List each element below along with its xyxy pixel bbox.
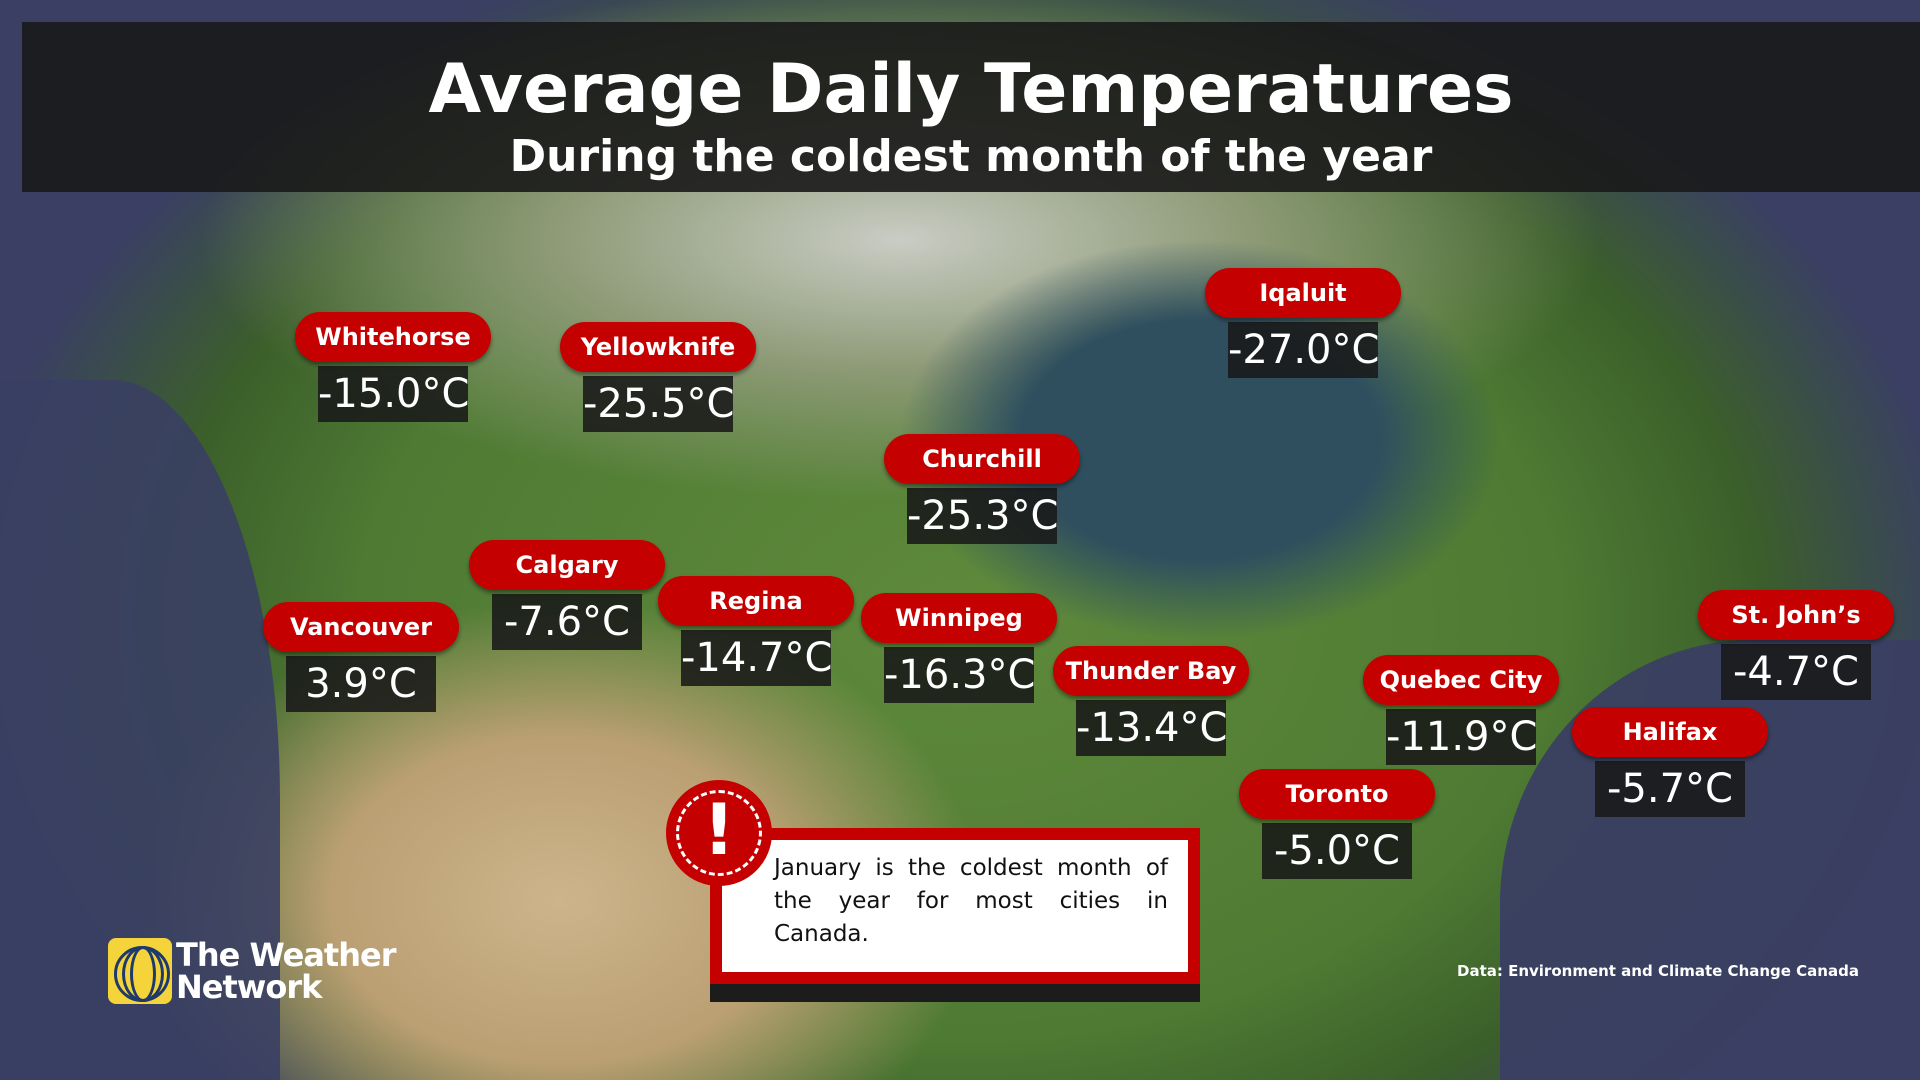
city-temperature: -4.7°C: [1721, 644, 1871, 700]
city-temperature: -11.9°C: [1386, 709, 1537, 765]
city-name: Quebec City: [1363, 655, 1559, 705]
city-label: Iqaluit -27.0°C: [1203, 268, 1403, 378]
city-temperature: -25.5°C: [583, 376, 734, 432]
city-name: Regina: [658, 576, 854, 626]
city-label: Halifax -5.7°C: [1570, 707, 1770, 817]
city-temperature: -7.6°C: [492, 594, 642, 650]
city-temperature: -5.7°C: [1595, 761, 1745, 817]
callout-text: January is the coldest month of the year…: [774, 855, 1168, 947]
city-label: Winnipeg -16.3°C: [859, 593, 1059, 703]
city-name: Winnipeg: [861, 593, 1057, 643]
data-source: Data: Environment and Climate Change Can…: [1457, 962, 1859, 980]
city-label: Thunder Bay -13.4°C: [1051, 646, 1251, 756]
header-banner: Average Daily Temperatures During the co…: [22, 22, 1920, 192]
city-temperature: -27.0°C: [1228, 322, 1379, 378]
city-name: Toronto: [1239, 769, 1435, 819]
city-label: Quebec City -11.9°C: [1361, 655, 1561, 765]
logo-globe-icon: [108, 938, 172, 1004]
city-label: Regina -14.7°C: [656, 576, 856, 686]
map-ocean-east: [1500, 640, 1920, 1080]
city-name: Churchill: [884, 434, 1080, 484]
city-name: Thunder Bay: [1053, 646, 1249, 696]
logo-text: The Weather Network: [176, 936, 396, 1006]
city-temperature: -5.0°C: [1262, 823, 1412, 879]
exclamation-icon: !: [670, 784, 768, 882]
city-name: Yellowknife: [560, 322, 756, 372]
weather-network-logo: The Weather Network: [108, 936, 396, 1006]
page-title: Average Daily Temperatures: [428, 50, 1514, 129]
city-name: Calgary: [469, 540, 665, 590]
city-temperature: -14.7°C: [681, 630, 832, 686]
city-temperature: -15.0°C: [318, 366, 469, 422]
city-label: Toronto -5.0°C: [1237, 769, 1437, 879]
page-subtitle: During the coldest month of the year: [509, 131, 1433, 182]
city-label: Whitehorse -15.0°C: [293, 312, 493, 422]
city-label: Churchill -25.3°C: [882, 434, 1082, 544]
city-temperature: -13.4°C: [1076, 700, 1227, 756]
city-label: St. John’s -4.7°C: [1696, 590, 1896, 700]
city-name: Whitehorse: [295, 312, 491, 362]
city-label: Calgary -7.6°C: [467, 540, 667, 650]
city-name: Vancouver: [263, 602, 459, 652]
city-name: St. John’s: [1698, 590, 1894, 640]
city-temperature: -16.3°C: [884, 647, 1035, 703]
exclamation-symbol: !: [703, 789, 735, 871]
city-label: Yellowknife -25.5°C: [558, 322, 758, 432]
city-name: Halifax: [1572, 707, 1768, 757]
city-name: Iqaluit: [1205, 268, 1401, 318]
info-callout: January is the coldest month of the year…: [710, 828, 1200, 984]
city-label: Vancouver 3.9°C: [261, 602, 461, 712]
city-temperature: 3.9°C: [286, 656, 436, 712]
city-temperature: -25.3°C: [907, 488, 1058, 544]
